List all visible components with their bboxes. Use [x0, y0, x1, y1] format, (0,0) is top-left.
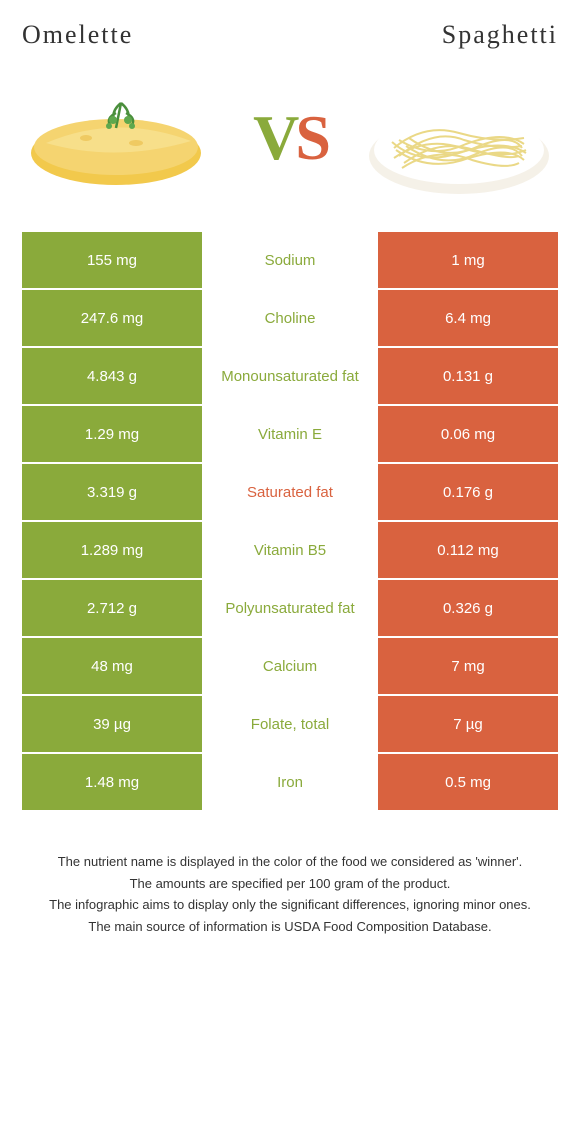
table-row: 155 mgSodium1 mg	[22, 232, 558, 288]
right-value-cell: 0.5 mg	[378, 754, 558, 810]
right-value-cell: 0.176 g	[378, 464, 558, 520]
vs-label: VS	[253, 101, 327, 175]
right-value-cell: 0.131 g	[378, 348, 558, 404]
nutrient-label-cell: Vitamin E	[202, 406, 378, 462]
nutrient-label-cell: Saturated fat	[202, 464, 378, 520]
left-value-cell: 4.843 g	[22, 348, 202, 404]
infographic-container: Omelette Spaghetti VS	[0, 0, 580, 958]
left-value-cell: 1.48 mg	[22, 754, 202, 810]
left-value-cell: 155 mg	[22, 232, 202, 288]
images-row: VS	[22, 78, 558, 198]
nutrient-label-cell: Iron	[202, 754, 378, 810]
nutrient-label-cell: Sodium	[202, 232, 378, 288]
table-row: 39 µgFolate, total7 µg	[22, 696, 558, 752]
table-row: 1.289 mgVitamin B50.112 mg	[22, 522, 558, 578]
vs-s-letter: S	[295, 101, 327, 175]
left-value-cell: 3.319 g	[22, 464, 202, 520]
left-value-cell: 1.289 mg	[22, 522, 202, 578]
nutrient-label-cell: Choline	[202, 290, 378, 346]
right-value-cell: 6.4 mg	[378, 290, 558, 346]
right-value-cell: 0.326 g	[378, 580, 558, 636]
table-row: 1.29 mgVitamin E0.06 mg	[22, 406, 558, 462]
footer-line-4: The main source of information is USDA F…	[32, 917, 548, 937]
footer-line-1: The nutrient name is displayed in the co…	[32, 852, 548, 872]
omelette-image	[26, 78, 216, 198]
left-value-cell: 48 mg	[22, 638, 202, 694]
right-value-cell: 7 mg	[378, 638, 558, 694]
right-value-cell: 0.112 mg	[378, 522, 558, 578]
nutrient-label-cell: Monounsaturated fat	[202, 348, 378, 404]
footer-line-3: The infographic aims to display only the…	[32, 895, 548, 915]
table-row: 3.319 gSaturated fat0.176 g	[22, 464, 558, 520]
table-row: 2.712 gPolyunsaturated fat0.326 g	[22, 580, 558, 636]
table-row: 4.843 gMonounsaturated fat0.131 g	[22, 348, 558, 404]
left-value-cell: 247.6 mg	[22, 290, 202, 346]
table-row: 1.48 mgIron0.5 mg	[22, 754, 558, 810]
nutrient-label-cell: Vitamin B5	[202, 522, 378, 578]
table-row: 48 mgCalcium7 mg	[22, 638, 558, 694]
right-food-title: Spaghetti	[442, 20, 558, 50]
footer-line-2: The amounts are specified per 100 gram o…	[32, 874, 548, 894]
right-value-cell: 7 µg	[378, 696, 558, 752]
comparison-table: 155 mgSodium1 mg247.6 mgCholine6.4 mg4.8…	[22, 232, 558, 810]
table-row: 247.6 mgCholine6.4 mg	[22, 290, 558, 346]
titles-row: Omelette Spaghetti	[22, 20, 558, 50]
left-value-cell: 1.29 mg	[22, 406, 202, 462]
right-value-cell: 0.06 mg	[378, 406, 558, 462]
vs-v-letter: V	[253, 101, 295, 175]
nutrient-label-cell: Folate, total	[202, 696, 378, 752]
footer-notes: The nutrient name is displayed in the co…	[22, 852, 558, 936]
left-value-cell: 39 µg	[22, 696, 202, 752]
spaghetti-image	[364, 78, 554, 198]
nutrient-label-cell: Calcium	[202, 638, 378, 694]
left-value-cell: 2.712 g	[22, 580, 202, 636]
nutrient-label-cell: Polyunsaturated fat	[202, 580, 378, 636]
left-food-title: Omelette	[22, 20, 133, 50]
right-value-cell: 1 mg	[378, 232, 558, 288]
